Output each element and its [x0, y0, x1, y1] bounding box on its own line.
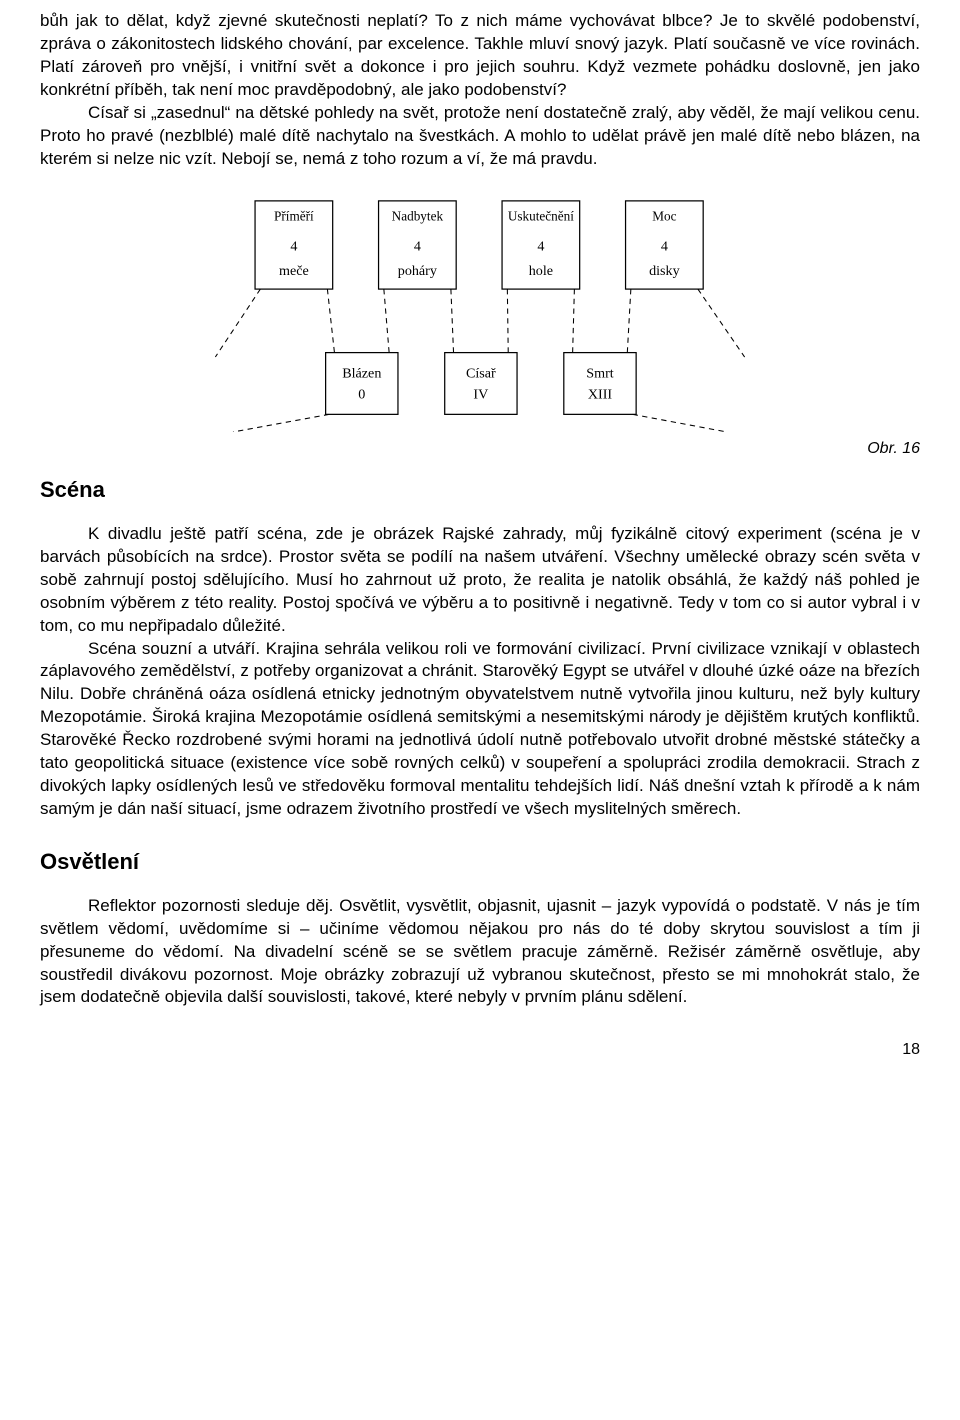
- paragraph: bůh jak to dělat, když zjevné skutečnost…: [40, 10, 920, 102]
- paragraph: Scéna souzní a utváří. Krajina sehrála v…: [40, 638, 920, 822]
- paragraph: Císař si „zasednul“ na dětské pohledy na…: [40, 102, 920, 171]
- diagram-container: Příměří 4 meče Nadbytek 4 poháry Uskutečnění 4 h…: [40, 185, 920, 432]
- svg-text:Uskutečnění: Uskutečnění: [508, 208, 574, 223]
- heading-osvetleni: Osvětlení: [40, 847, 920, 877]
- svg-text:Císař: Císař: [466, 365, 496, 381]
- svg-text:meče: meče: [279, 263, 309, 279]
- paragraph: K divadlu ještě patří scéna, zde je obrá…: [40, 523, 920, 638]
- svg-text:Blázen: Blázen: [342, 365, 381, 381]
- svg-text:Příměří: Příměří: [274, 208, 314, 223]
- tarot-diagram: Příměří 4 meče Nadbytek 4 poháry Uskutečnění 4 h…: [180, 185, 780, 432]
- svg-text:poháry: poháry: [398, 263, 437, 279]
- svg-text:4: 4: [537, 238, 544, 254]
- svg-text:4: 4: [290, 238, 297, 254]
- svg-text:4: 4: [414, 238, 421, 254]
- svg-text:XIII: XIII: [588, 386, 613, 402]
- svg-text:Smrt: Smrt: [586, 365, 614, 381]
- svg-text:IV: IV: [473, 386, 489, 402]
- svg-text:disky: disky: [649, 263, 680, 279]
- svg-text:4: 4: [661, 238, 668, 254]
- svg-text:0: 0: [358, 386, 365, 402]
- heading-scena: Scéna: [40, 475, 920, 505]
- paragraph: Reflektor pozornosti sleduje děj. Osvětl…: [40, 895, 920, 1010]
- svg-text:hole: hole: [529, 263, 553, 279]
- svg-text:Nadbytek: Nadbytek: [392, 208, 444, 223]
- svg-text:Moc: Moc: [652, 208, 676, 223]
- figure-caption: Obr. 16: [40, 438, 920, 460]
- page-number: 18: [40, 1039, 920, 1061]
